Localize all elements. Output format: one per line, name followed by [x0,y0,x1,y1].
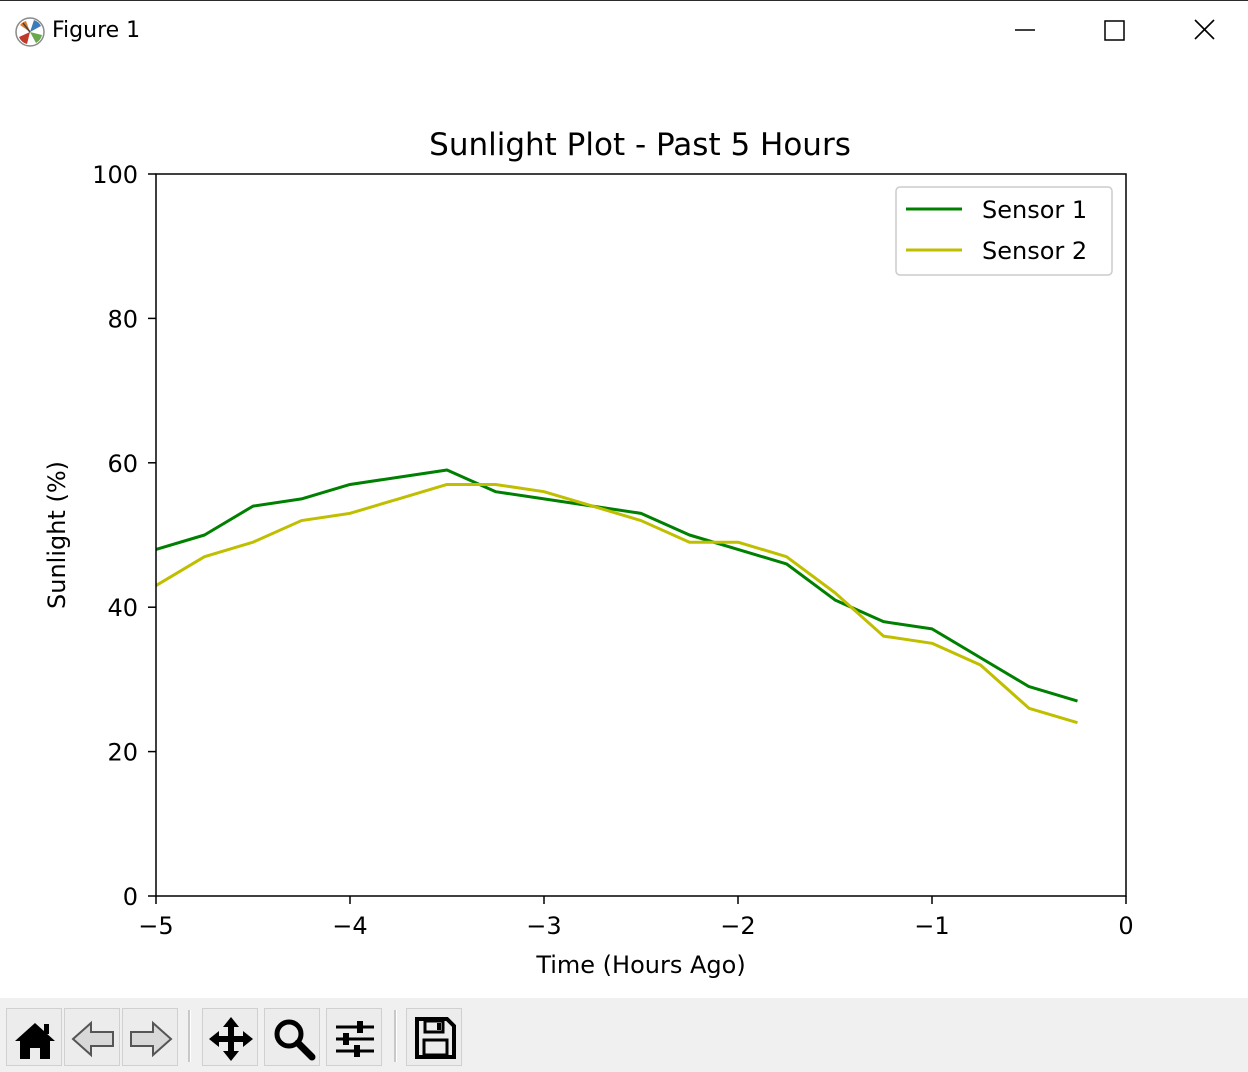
legend: Sensor 1 Sensor 2 [895,186,1113,276]
y-tick-label: 80 [107,305,138,333]
x-tick-label: −4 [332,912,367,940]
x-tick-label: −1 [914,912,949,940]
x-tick-label: −5 [138,912,173,940]
series-layer [155,468,1078,725]
toolbar-separator [188,1010,191,1062]
home-button[interactable] [6,1008,62,1066]
y-tick-label: 0 [123,883,138,911]
matplotlib-logo-icon [14,16,46,48]
figure-canvas[interactable]: Sunlight Plot - Past 5 Hours −5 −4 −3 −2 −1 0… [0,59,1248,998]
minimize-icon [1015,29,1035,31]
zoom-button[interactable] [264,1008,320,1066]
chart-title: Sunlight Plot - Past 5 Hours [429,127,851,163]
magnifier-icon [274,1019,316,1061]
series-line-2 [155,482,1078,725]
configure-subplots-button[interactable] [326,1008,382,1066]
x-axis-label: Time (Hours Ago) [535,951,745,979]
legend-label: Sensor 2 [982,237,1087,265]
x-tick-label: −2 [720,912,755,940]
chart: Sunlight Plot - Past 5 Hours −5 −4 −3 −2 −1 0… [43,127,1134,979]
minimize-button[interactable] [980,2,1070,58]
maximize-button[interactable] [1070,2,1160,58]
plot-area-frame [155,173,1127,897]
sliders-icon [336,1021,374,1057]
y-tick-label: 20 [107,739,138,767]
x-tick-label: −3 [526,912,561,940]
y-axis-label: Sunlight (%) [43,461,71,609]
close-icon [1194,19,1215,40]
legend-label: Sensor 1 [982,196,1087,224]
arrow-right-icon [130,1020,173,1058]
axis-layer: −5 −4 −3 −2 −1 0 0 20 40 60 80 100 [92,161,1133,940]
home-icon [15,1023,55,1059]
toolbar-separator [394,1010,397,1062]
title-bar: Figure 1 [0,1,1248,59]
window-title: Figure 1 [52,18,141,43]
pan-button[interactable] [202,1008,258,1066]
move-icon [209,1017,253,1061]
y-tick-label: 100 [92,161,138,189]
floppy-disk-icon [415,1017,456,1059]
save-button[interactable] [406,1008,462,1066]
window-top-border [0,0,1248,1]
x-tick-label: 0 [1118,912,1133,940]
series-line-1 [155,468,1078,703]
close-button[interactable] [1160,2,1248,58]
maximize-icon [1104,20,1125,41]
navigation-toolbar [0,998,1248,1072]
arrow-left-icon [71,1020,114,1058]
y-tick-label: 40 [107,594,138,622]
forward-button[interactable] [122,1008,178,1066]
back-button[interactable] [64,1008,120,1066]
y-tick-label: 60 [107,450,138,478]
